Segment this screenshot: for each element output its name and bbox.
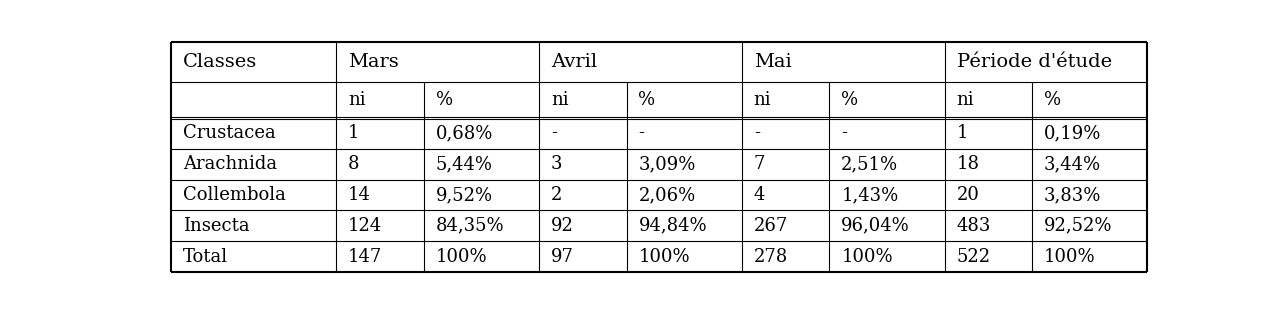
Text: Crustacea: Crustacea bbox=[183, 124, 275, 142]
Text: 1: 1 bbox=[349, 124, 360, 142]
Text: 14: 14 bbox=[349, 186, 370, 204]
Text: 3,09%: 3,09% bbox=[638, 155, 696, 173]
Text: 124: 124 bbox=[349, 217, 382, 235]
Text: 3,44%: 3,44% bbox=[1044, 155, 1101, 173]
Text: %: % bbox=[638, 91, 656, 109]
Text: %: % bbox=[436, 91, 453, 109]
Text: 92,52%: 92,52% bbox=[1044, 217, 1112, 235]
Text: 4: 4 bbox=[754, 186, 765, 204]
Text: 20: 20 bbox=[957, 186, 980, 204]
Text: Insecta: Insecta bbox=[183, 217, 249, 235]
Text: 9,52%: 9,52% bbox=[436, 186, 493, 204]
Text: 94,84%: 94,84% bbox=[638, 217, 707, 235]
Text: 100%: 100% bbox=[1044, 248, 1096, 266]
Text: %: % bbox=[841, 91, 859, 109]
Text: 2,51%: 2,51% bbox=[841, 155, 899, 173]
Text: ni: ni bbox=[349, 91, 365, 109]
Text: 483: 483 bbox=[957, 217, 992, 235]
Text: -: - bbox=[638, 124, 644, 142]
Text: 147: 147 bbox=[349, 248, 382, 266]
Text: 97: 97 bbox=[550, 248, 574, 266]
Text: 100%: 100% bbox=[436, 248, 487, 266]
Text: ni: ni bbox=[754, 91, 772, 109]
Text: 18: 18 bbox=[957, 155, 980, 173]
Text: 96,04%: 96,04% bbox=[841, 217, 910, 235]
Text: 92: 92 bbox=[550, 217, 574, 235]
Text: %: % bbox=[1044, 91, 1061, 109]
Text: 7: 7 bbox=[754, 155, 765, 173]
Text: Mars: Mars bbox=[349, 53, 399, 71]
Text: -: - bbox=[841, 124, 847, 142]
Text: 100%: 100% bbox=[841, 248, 892, 266]
Text: 100%: 100% bbox=[638, 248, 691, 266]
Text: -: - bbox=[754, 124, 760, 142]
Text: ni: ni bbox=[550, 91, 568, 109]
Text: Avril: Avril bbox=[550, 53, 597, 71]
Text: -: - bbox=[550, 124, 557, 142]
Text: Collembola: Collembola bbox=[183, 186, 285, 204]
Text: 0,19%: 0,19% bbox=[1044, 124, 1102, 142]
Text: 8: 8 bbox=[349, 155, 360, 173]
Text: Total: Total bbox=[183, 248, 228, 266]
Text: 278: 278 bbox=[754, 248, 788, 266]
Text: Période d'étude: Période d'étude bbox=[957, 53, 1111, 71]
Text: 1: 1 bbox=[957, 124, 968, 142]
Text: Mai: Mai bbox=[754, 53, 791, 71]
Text: 2: 2 bbox=[550, 186, 562, 204]
Text: Arachnida: Arachnida bbox=[183, 155, 276, 173]
Text: 0,68%: 0,68% bbox=[436, 124, 493, 142]
Text: 522: 522 bbox=[957, 248, 990, 266]
Text: 84,35%: 84,35% bbox=[436, 217, 504, 235]
Text: 3,83%: 3,83% bbox=[1044, 186, 1102, 204]
Text: 5,44%: 5,44% bbox=[436, 155, 493, 173]
Text: 2,06%: 2,06% bbox=[638, 186, 696, 204]
Text: 1,43%: 1,43% bbox=[841, 186, 899, 204]
Text: 3: 3 bbox=[550, 155, 562, 173]
Text: ni: ni bbox=[957, 91, 975, 109]
Text: Classes: Classes bbox=[183, 53, 257, 71]
Text: 267: 267 bbox=[754, 217, 788, 235]
